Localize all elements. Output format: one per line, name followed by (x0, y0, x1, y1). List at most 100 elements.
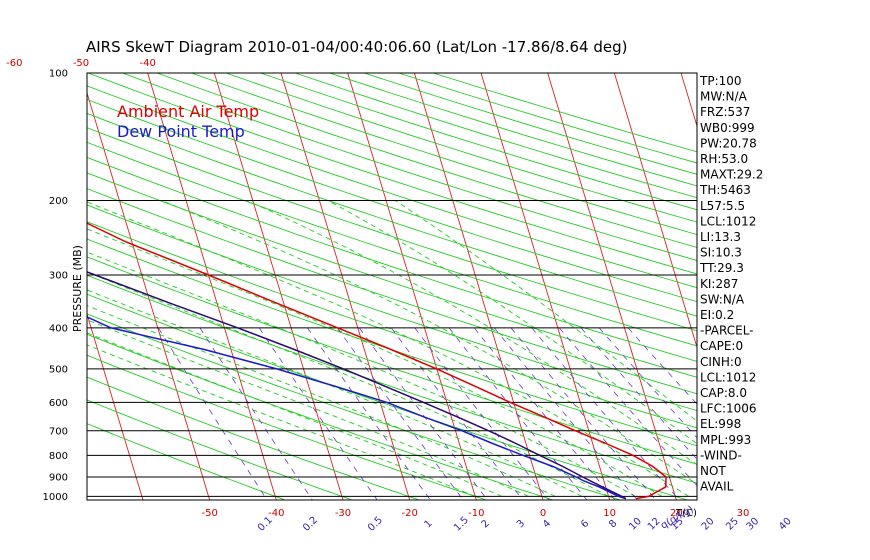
bottom-temperature-tick-label: -50 (201, 508, 217, 519)
stat-item: NOT (700, 464, 726, 478)
bottom-temperature-tick-label: -40 (268, 508, 284, 519)
mixing-ratio-line (337, 327, 464, 500)
stat-item: SW:N/A (700, 292, 745, 306)
series-line-parcel (87, 271, 627, 500)
isotherm-line (347, 73, 477, 500)
bottom-temperature-tick-label: 30 (737, 508, 750, 519)
chart-title: AIRS SkewT Diagram 2010-01-04/00:40:06.6… (86, 38, 627, 56)
mixing-ratio-tick-label: 4 (541, 518, 553, 530)
pressure-tick-label: 700 (49, 426, 68, 437)
stat-item: MW:N/A (700, 90, 748, 104)
bottom-temperature-tick-label: 10 (603, 508, 616, 519)
dry-adiabat-line (87, 256, 697, 465)
bottom-temperature-tick-label: -30 (335, 508, 351, 519)
dry-adiabat-line (87, 313, 621, 500)
dry-adiabat-line (87, 376, 420, 500)
stat-item: RH:53.0 (700, 152, 748, 166)
dry-adiabat-line (87, 221, 697, 429)
stat-item: -WIND- (700, 448, 742, 462)
stat-item: TP:100 (699, 74, 742, 88)
mixing-ratio-tick-label: 2 (480, 518, 492, 530)
series-line-dew-point-temp (87, 316, 627, 500)
stat-item: CINH:0 (700, 355, 742, 369)
stat-item: TH:5463 (699, 183, 751, 197)
stat-item: WB0:999 (700, 121, 755, 135)
stat-item: LCL:1012 (700, 370, 756, 384)
pressure-tick-label: 500 (49, 364, 68, 375)
dry-adiabat-line (87, 172, 697, 378)
mixing-ratio-line (448, 327, 588, 500)
pressure-tick-label: 1000 (43, 492, 68, 503)
mixing-ratio-tick-label: 1 (422, 518, 434, 530)
stat-item: LCL:1012 (700, 214, 756, 228)
dry-adiabat-line (87, 98, 697, 303)
stat-item: -PARCEL- (700, 324, 754, 338)
mixing-ratio-tick-label: 3 (515, 518, 527, 530)
legend-ambient-air-temp: Ambient Air Temp (117, 102, 259, 121)
mixing-ratio-tick-label: 40 (777, 516, 794, 533)
pressure-tick-label: 600 (49, 398, 68, 409)
dry-adiabat-line (87, 238, 697, 447)
moist-adiabat-line (87, 251, 636, 497)
stat-item: MPL:993 (700, 433, 751, 447)
stat-item: SI:10.3 (700, 246, 742, 260)
top-temperature-tick-label: -40 (139, 58, 155, 69)
moist-adiabat-line (87, 305, 556, 497)
isotherm-line (280, 73, 411, 500)
dry-adiabat-line (87, 274, 697, 484)
mixing-ratio-line (258, 327, 378, 500)
pressure-tick-label: 900 (49, 472, 68, 483)
dry-adiabat-line (87, 156, 697, 362)
stat-item: KI:287 (700, 277, 738, 291)
pressure-ticks: 100 200 300 400 500 600 700 800 900 1000 (43, 69, 68, 503)
stat-item: CAP:8.0 (700, 386, 747, 400)
isotherm-line (213, 73, 344, 500)
mixing-ratio-line (158, 327, 268, 500)
isotherm-line (814, 73, 870, 500)
mixing-ratio-line (414, 327, 550, 500)
moist-adiabat-line (87, 332, 503, 497)
dry-adiabat-line (294, 73, 697, 199)
isotherm-line (748, 73, 870, 500)
dry-adiabat-line (156, 73, 697, 248)
dry-adiabat-line (329, 73, 697, 187)
pressure-tick-label: 300 (49, 270, 68, 281)
mixing-ratio-tick-label: 8 (607, 518, 619, 530)
mixing-ratio-line (510, 327, 657, 500)
stat-item: EI:0.2 (700, 308, 734, 322)
stat-item: L57:5.5 (700, 199, 745, 213)
profile-lines (87, 222, 667, 500)
pressure-tick-label: 100 (49, 69, 68, 80)
stat-item: TT:29.3 (699, 261, 744, 275)
mixing-ratio-line (473, 327, 616, 500)
isotherm-line (547, 73, 677, 500)
dry-adiabat-line (87, 127, 697, 332)
series-line-ambient-air-temp (87, 222, 667, 500)
top-temperature-ticks: -120-110-100-90-80-70-60-50-40 (6, 58, 156, 69)
dry-adiabat-line (363, 73, 697, 175)
mixing-ratio-line (199, 327, 313, 500)
y-axis-label: PRESSURE (MB) (71, 245, 84, 332)
dry-adiabat-line (87, 399, 353, 500)
dry-adiabat-line (87, 293, 688, 500)
bottom-temperature-tick-label: 20 (670, 508, 683, 519)
isobars (87, 199, 697, 497)
mixing-ratio-tick-label: 20 (700, 516, 717, 533)
bottom-temperature-tick-label: -10 (468, 508, 484, 519)
stat-item: MAXT:29.2 (700, 168, 763, 182)
mixing-ratio-tick-label: 0.5 (366, 515, 385, 534)
isotherm-line (480, 73, 611, 500)
dry-adiabat-line (87, 188, 697, 395)
pressure-tick-label: 800 (49, 451, 68, 462)
stat-item: PW:20.78 (700, 136, 757, 150)
stat-item: FRZ:537 (700, 105, 750, 119)
dry-adiabat-line (398, 73, 697, 164)
top-temperature-tick-label: -50 (73, 58, 89, 69)
bottom-temperature-unit: T(C) (675, 508, 697, 519)
mixing-ratio-line (390, 327, 524, 500)
mixing-ratio-tick-label: 6 (579, 518, 591, 530)
isotherm-line (0, 73, 10, 500)
mixing-ratio-tick-label: 10 (627, 516, 644, 533)
legend: Ambient Air Temp Dew Point Temp (117, 102, 259, 141)
